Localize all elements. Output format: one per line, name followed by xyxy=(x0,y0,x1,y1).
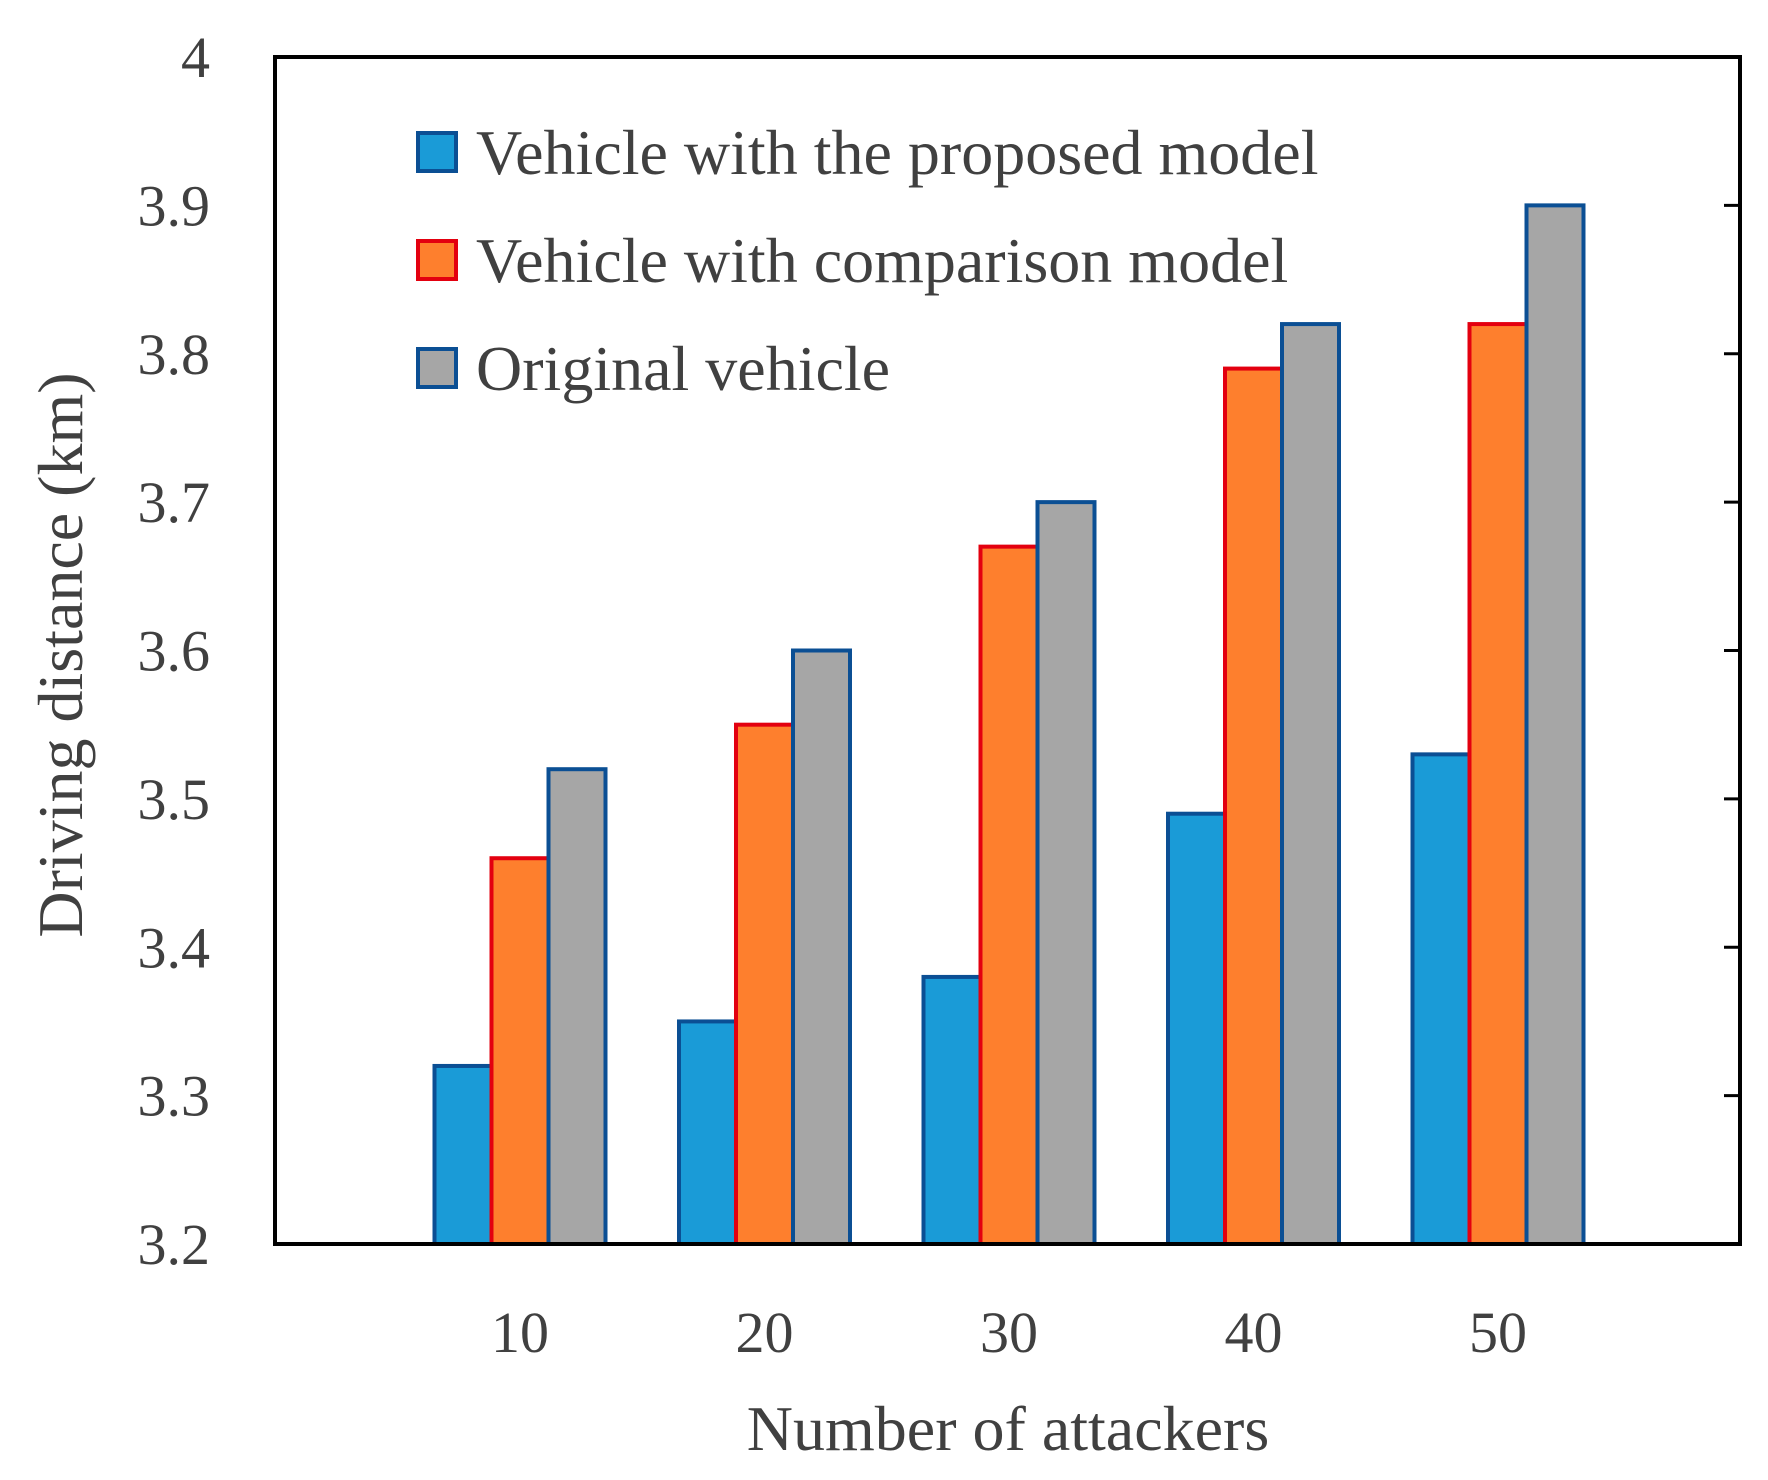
y-axis-title: Driving distance (km) xyxy=(25,372,96,937)
legend-swatch-1 xyxy=(416,131,458,173)
bar-s2-10 xyxy=(489,856,551,1246)
bar-s1-40 xyxy=(1166,811,1227,1247)
y-tick-label: 3.9 xyxy=(138,173,211,238)
y-tick-label: 3.4 xyxy=(138,915,211,980)
x-axis-title: Number of attackers xyxy=(747,1393,1269,1464)
y-tick-label: 3.3 xyxy=(138,1064,211,1129)
bar-s3-40 xyxy=(1280,322,1341,1246)
bar-s2-20 xyxy=(734,722,795,1246)
x-tick-label: 50 xyxy=(1469,1300,1527,1365)
bar-s1-20 xyxy=(677,1019,738,1246)
legend-swatch-2 xyxy=(416,239,458,281)
y-tick-label: 3.5 xyxy=(138,767,211,832)
x-tick-label: 30 xyxy=(980,1300,1038,1365)
y-tick-label: 3.8 xyxy=(138,322,211,387)
legend-label-3: Original vehicle xyxy=(476,333,890,404)
bar-s2-40 xyxy=(1223,366,1284,1246)
bar-s1-10 xyxy=(432,1063,494,1246)
x-tick-label: 40 xyxy=(1225,1300,1283,1365)
x-tick-label: 20 xyxy=(736,1300,794,1365)
y-tick-label: 4 xyxy=(181,25,210,90)
y-axis-ticks: 3.2 3.3 3.4 3.5 3.6 3.7 3.8 3.9 4 xyxy=(138,25,1740,1277)
bar-s3-10 xyxy=(546,767,608,1246)
bar-s1-50 xyxy=(1410,752,1472,1246)
bar-s3-30 xyxy=(1035,500,1097,1246)
x-axis-ticks: 10 20 30 40 50 xyxy=(491,1300,1527,1365)
y-tick-label: 3.7 xyxy=(138,470,211,535)
legend-label-2: Vehicle with comparison model xyxy=(476,225,1288,296)
legend-swatch-3 xyxy=(416,347,458,389)
x-tick-label: 10 xyxy=(491,1300,549,1365)
bar-s3-50 xyxy=(1524,203,1586,1246)
y-tick-label: 3.2 xyxy=(138,1212,211,1277)
bar-s2-30 xyxy=(978,544,1040,1246)
legend: Vehicle with the proposed model Vehicle w… xyxy=(416,117,1318,404)
bars-layer xyxy=(432,203,1586,1247)
bar-s3-20 xyxy=(791,648,852,1246)
bar-s1-30 xyxy=(921,974,983,1246)
y-tick-label: 3.6 xyxy=(138,619,211,684)
bar-s2-50 xyxy=(1467,322,1529,1246)
legend-label-1: Vehicle with the proposed model xyxy=(476,117,1318,188)
